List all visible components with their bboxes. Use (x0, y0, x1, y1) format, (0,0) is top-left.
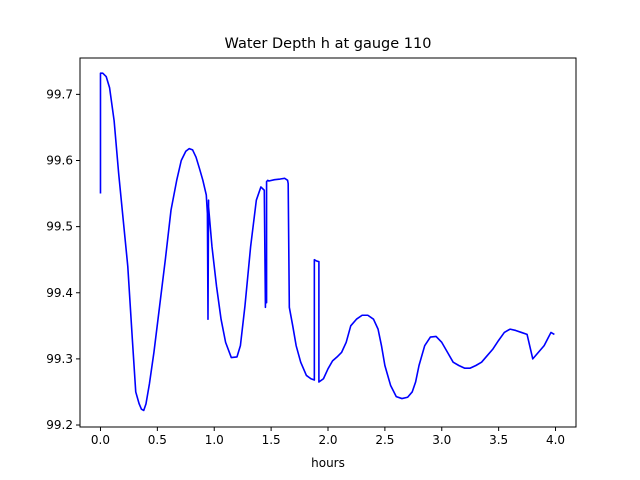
y-axis-ticks: 99.2 99.3 99.4 99.5 99.6 99.7 (46, 87, 80, 432)
y-tick-label: 99.4 (46, 286, 73, 300)
x-tick-label: 1.5 (262, 433, 281, 447)
y-tick-label: 99.2 (46, 418, 73, 432)
x-tick-label: 0.0 (91, 433, 110, 447)
x-tick-label: 4.0 (546, 433, 565, 447)
series-layer (99, 72, 555, 412)
x-axis-title: hours (311, 456, 345, 470)
y-tick-label: 99.3 (46, 352, 73, 366)
x-tick-label: 2.5 (375, 433, 394, 447)
x-tick-label: 3.5 (489, 433, 508, 447)
x-tick-label: 0.5 (148, 433, 167, 447)
x-tick-label: 1.0 (205, 433, 224, 447)
x-tick-label: 2.0 (318, 433, 337, 447)
chart-title: Water Depth h at gauge 110 (225, 36, 432, 52)
x-axis-ticks: 0.0 0.5 1.0 1.5 2.0 2.5 3.0 3.5 4.0 (91, 427, 565, 447)
x-tick-label: 3.0 (432, 433, 451, 447)
series-line-0 (99, 72, 555, 412)
y-tick-label: 99.7 (46, 87, 73, 101)
y-tick-label: 99.5 (46, 220, 73, 234)
y-tick-label: 99.6 (46, 154, 73, 168)
